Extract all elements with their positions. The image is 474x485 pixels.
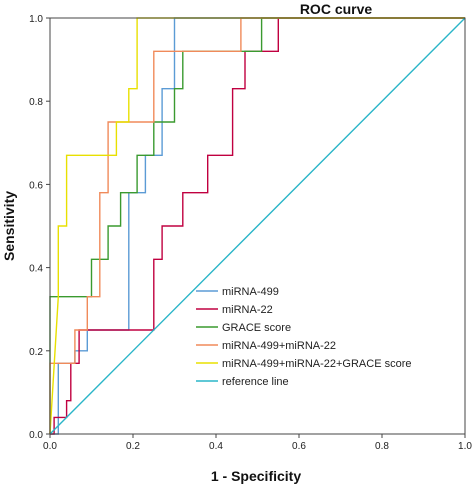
y-tick-label: 1.0: [29, 14, 43, 25]
axes: 0.0 0.2 0.4 0.6 0.8 1.0 0.0 0.2 0.4 0.6 0.8 1.0: [29, 14, 472, 452]
x-tick-label: 0.6: [292, 441, 306, 452]
y-axis-label: Sensitivity: [1, 191, 17, 261]
legend-label-mirna-22: miRNA-22: [222, 304, 273, 316]
y-tick-label: 0.4: [29, 264, 43, 275]
x-tick-label: 0.0: [43, 441, 57, 452]
legend: miRNA-499 miRNA-22 GRACE score miRNA-499+mi…: [196, 286, 412, 388]
legend-label-mirna-499-mirna-22: miRNA-499+miRNA-22: [222, 340, 336, 352]
y-tick-label: 0.2: [29, 347, 43, 358]
x-tick-label: 0.8: [375, 441, 389, 452]
y-tick-label: 0.0: [29, 430, 43, 441]
chart-title: ROC curve: [300, 1, 373, 17]
x-tick-label: 0.2: [126, 441, 140, 452]
plot-frame: [49, 17, 466, 435]
x-tick-label: 1.0: [458, 441, 472, 452]
series-line-mirna-499-mirna-22-grace-score: [49, 17, 465, 435]
series-line-mirna-22: [50, 17, 465, 435]
series-line-mirna-499-mirna-22: [49, 17, 465, 434]
x-tick-label: 0.4: [209, 441, 223, 452]
y-tick-label: 0.6: [29, 180, 43, 191]
legend-label-grace-score: GRACE score: [222, 322, 291, 334]
legend-label-mirna-499-mirna-22-grace-score: miRNA-499+miRNA-22+GRACE score: [222, 358, 412, 370]
plot-area: [49, 17, 466, 435]
legend-label-mirna-499: miRNA-499: [222, 286, 279, 298]
legend-label-reference-line: reference line: [222, 376, 289, 388]
y-tick-label: 0.8: [29, 97, 43, 108]
x-axis-label: 1 - Specificity: [211, 468, 301, 484]
series-line-reference-line: [49, 17, 466, 435]
